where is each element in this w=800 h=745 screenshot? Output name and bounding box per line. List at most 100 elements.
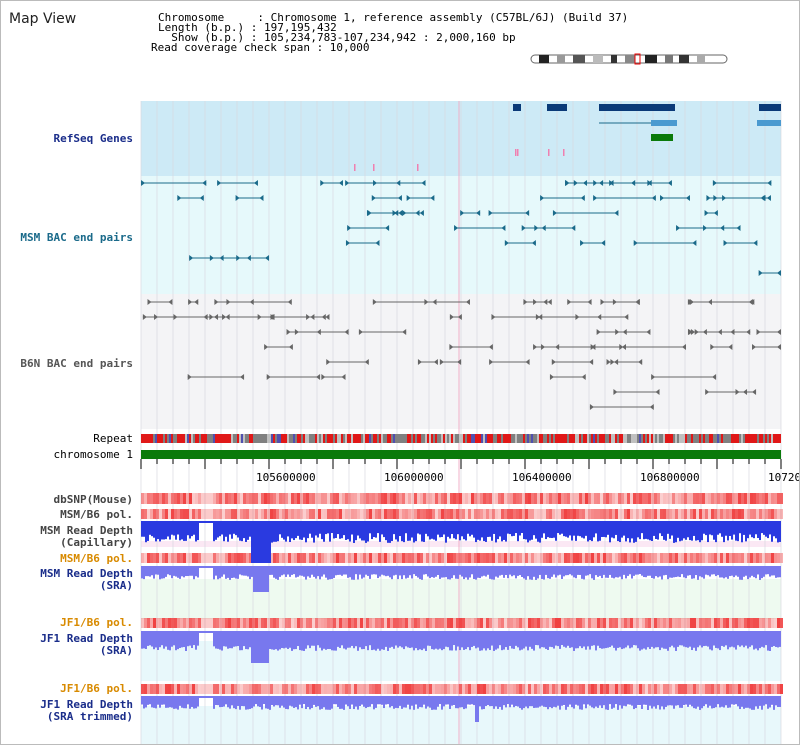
jf1-sra-depth-bar [765,631,767,646]
jf1-sra-depth-bar [285,631,287,648]
msm-pol-cell [555,553,558,563]
jf1-pol-cell [318,618,321,628]
repeat-segment [485,434,487,443]
jf1-sra-depth-bar [531,631,533,649]
msm-pol-cell [645,553,648,563]
jf1-trim-depth-bar [539,696,541,707]
capillary-depth-bar [601,521,603,538]
dbsnp-cell [435,493,438,504]
msm-bac-pair-end [419,210,424,216]
capillary-depth-bar [253,521,255,563]
jf1-sra-depth-bar [513,631,515,649]
repeat-segment [755,434,757,443]
msm-bac-pair-end [704,210,709,216]
jf1-pol-cell [534,618,537,628]
capillary-depth-bar [405,521,407,534]
jf1-trim-depth-bar [607,696,609,710]
jf1-sra-depth-bar [213,631,215,647]
capillary-depth-bar [663,521,665,540]
jf1-pol-cell [363,684,366,694]
dbsnp-cell [504,493,507,504]
msm-pol-cell [294,553,297,563]
capillary-depth-bar [595,521,597,534]
jf1-sra-depth-bar [199,631,201,633]
b6n-bac-pair-end [730,329,735,335]
jf1-pol-cell [759,684,762,694]
msm-pol-cell [405,509,408,519]
msm-bac-pair-end [758,270,763,276]
jf1-pol-cell [189,684,192,694]
jf1-trim-depth-bar [411,696,413,706]
capillary-depth-bar [357,521,359,536]
msm-pol-cell [243,509,246,519]
jf1-pol-cell [654,618,657,628]
msm-pol-cell [711,553,714,563]
repeat-segment [521,434,523,443]
jf1-trim-depth-bar [621,696,623,709]
capillary-depth-bar [429,521,431,540]
repeat-segment [541,434,543,443]
jf1-sra-depth-bar [267,631,269,663]
repeat-segment [607,434,609,443]
jf1-pol-cell [294,684,297,694]
chromosome-ideogram[interactable] [529,53,729,65]
jf1-pol-cell [645,684,648,694]
capillary-depth-bar [483,521,485,542]
jf1-sra-depth-bar [699,631,701,646]
msm-pol-cell [318,509,321,519]
capillary-depth-bar [463,521,465,540]
msm-pol-cell [504,553,507,563]
capillary-depth-bar [757,521,759,538]
msm-pol-cell [450,509,453,519]
msm-pol-cell [630,553,633,563]
jf1-sra-depth-bar [259,631,261,663]
jf1-sra-depth-bar [161,631,163,646]
jf1-trim-depth-bar [707,696,709,708]
jf1-pol-cell [678,684,681,694]
capillary-depth-bar [721,521,723,537]
msm-pol-cell [282,509,285,519]
jf1-sra-depth-bar [249,631,251,648]
jf1-pol-cell [570,618,573,628]
repeat-segment [749,434,751,443]
msm-pol-cell [492,553,495,563]
dbsnp-cell [405,493,408,504]
msm-pol-cell [312,553,315,563]
jf1-pol-cell [150,684,153,694]
msm-sra-depth-bar [263,566,265,592]
jf1-trim-depth-bar [301,696,303,709]
jf1-pol-cell [705,684,708,694]
repeat-segment [725,434,727,443]
repeat-segment [579,434,581,443]
capillary-depth-bar [605,521,607,538]
dbsnp-cell [732,493,735,504]
msm-pol-cell [177,509,180,519]
jf1-pol-cell [387,618,390,628]
msm-sra-depth-bar [737,566,739,577]
jf1-pol-cell [657,684,660,694]
jf1-pol-cell [210,684,213,694]
msm-bac-pair-end [398,210,403,216]
msm-pol-cell [714,553,717,563]
dbsnp-cell [441,493,444,504]
jf1-trim-depth-bar [223,696,225,707]
capillary-depth-bar [169,521,171,540]
jf1-sra-depth-bar [317,631,319,646]
jf1-sra-depth-bar [651,631,653,647]
msm-sra-depth-bar [573,566,575,578]
jf1-pol-cell [660,618,663,628]
jf1-pol-cell [648,684,651,694]
jf1-trim-depth-bar [275,696,277,706]
jf1-sra-depth-bar [769,631,771,651]
b6n-bac-pair-end [249,299,254,305]
capillary-depth-bar [181,521,183,540]
dbsnp-cell [165,493,168,504]
msm-sra-depth-bar [495,566,497,577]
jf1-sra-depth-bar [633,631,635,646]
jf1-pol-cell [327,618,330,628]
dbsnp-cell [447,493,450,504]
jf1-sra-depth-bar [453,631,455,646]
jf1-sra-depth-bar [641,631,643,650]
capillary-depth-bar [259,521,261,563]
